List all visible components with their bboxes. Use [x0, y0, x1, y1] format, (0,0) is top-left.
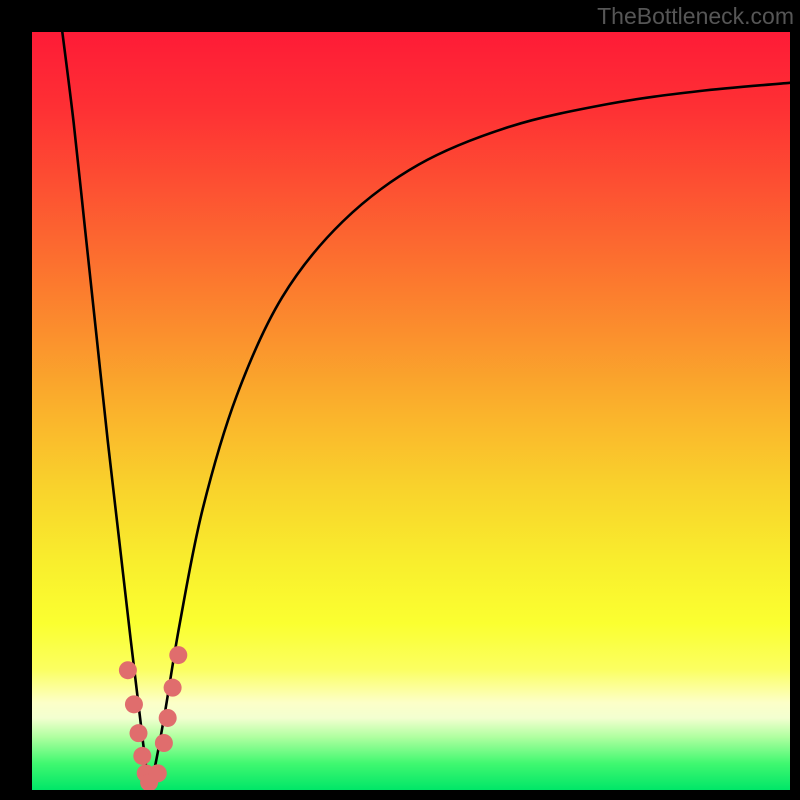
curve-layer [32, 32, 790, 790]
marker-group [119, 646, 187, 790]
plot-area [32, 32, 790, 790]
data-marker [125, 695, 143, 713]
data-marker [164, 679, 182, 697]
watermark-text: TheBottleneck.com [597, 3, 794, 30]
data-marker [119, 661, 137, 679]
data-marker [155, 734, 173, 752]
data-marker [149, 764, 167, 782]
data-marker [169, 646, 187, 664]
data-marker [159, 709, 177, 727]
bottleneck-curve [62, 32, 790, 784]
data-marker [133, 747, 151, 765]
data-marker [130, 724, 148, 742]
